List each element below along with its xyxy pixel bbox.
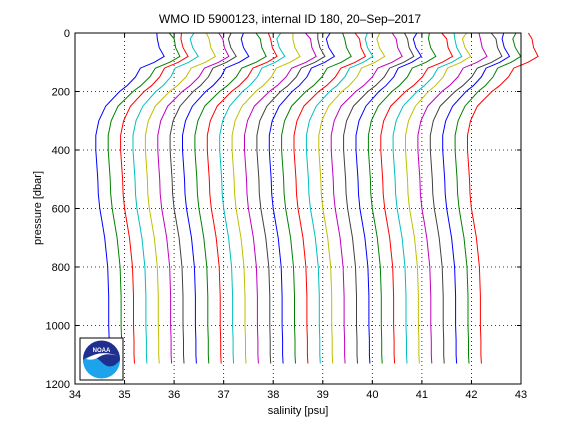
y-tick-label: 1200	[46, 379, 70, 391]
x-tick-label: 34	[69, 389, 81, 401]
salinity-profile-line	[219, 32, 286, 364]
chart-title: WMO ID 5900123, internal ID 180, 20–Sep–…	[159, 12, 421, 26]
x-tick-label: 39	[317, 389, 329, 401]
y-tick-label: 200	[52, 87, 70, 99]
salinity-profile-line	[467, 32, 539, 364]
salinity-profile-line	[256, 33, 326, 364]
x-tick-label: 38	[267, 389, 279, 401]
salinity-profile-line	[120, 32, 189, 364]
x-tick-label: 35	[118, 389, 130, 401]
salinity-profile-line	[169, 32, 237, 364]
salinity-profile-line	[305, 32, 374, 364]
noaa-logo-text: NOAA	[93, 348, 111, 354]
x-tick-label: 43	[515, 389, 527, 401]
salinity-profile-line	[244, 32, 317, 364]
salinity-profile-line	[417, 32, 488, 364]
salinity-profile-line	[95, 32, 165, 364]
salinity-profile-line	[405, 32, 472, 364]
salinity-profile-line	[380, 32, 454, 364]
salinity-profile-line	[293, 32, 367, 364]
salinity-profile-line	[206, 32, 278, 364]
salinity-profile-line	[132, 32, 199, 364]
salinity-profile-line	[231, 32, 301, 364]
x-tick-label: 40	[366, 389, 378, 401]
salinity-profile-line	[442, 32, 511, 364]
x-tick-label: 42	[465, 389, 477, 401]
salinity-profile-line	[355, 32, 422, 364]
salinity-profile-line	[318, 32, 386, 364]
salinity-profile-line	[194, 32, 267, 364]
y-axis-label: pressure [dbar]	[32, 171, 44, 245]
y-tick-label: 800	[52, 262, 70, 274]
salinity-profile-line	[429, 32, 503, 364]
x-axis-label: salinity [psu]	[268, 405, 329, 417]
salinity-profile-line	[107, 32, 181, 364]
salinity-profile-line	[182, 32, 250, 364]
y-tick-label: 600	[52, 204, 70, 216]
salinity-profile-line	[157, 32, 230, 364]
grid-lines	[75, 33, 521, 384]
noaa-logo: NOAA	[79, 337, 124, 381]
axis-ticks	[74, 32, 522, 385]
y-tick-label: 0	[64, 28, 70, 40]
y-tick-labels: 0 200 400 600 800 1000 1200	[46, 28, 70, 391]
salinity-profile-line	[367, 32, 437, 364]
profile-lines	[95, 32, 539, 364]
salinity-profile-line	[268, 32, 336, 364]
x-tick-label: 37	[218, 389, 230, 401]
x-tick-label: 36	[168, 389, 180, 401]
salinity-profile-line	[330, 32, 403, 364]
plot-area	[74, 32, 539, 385]
y-tick-label: 1000	[46, 321, 70, 333]
salinity-profile-line	[144, 32, 217, 364]
y-tick-label: 400	[52, 145, 70, 157]
salinity-profile-line	[343, 32, 415, 364]
salinity-profile-line	[454, 32, 522, 364]
salinity-profile-line	[281, 32, 352, 364]
salinity-profile-line	[392, 32, 463, 364]
x-tick-labels: 34 35 36 37 38 39 40 41 42 43	[69, 389, 527, 401]
x-tick-label: 41	[416, 389, 428, 401]
